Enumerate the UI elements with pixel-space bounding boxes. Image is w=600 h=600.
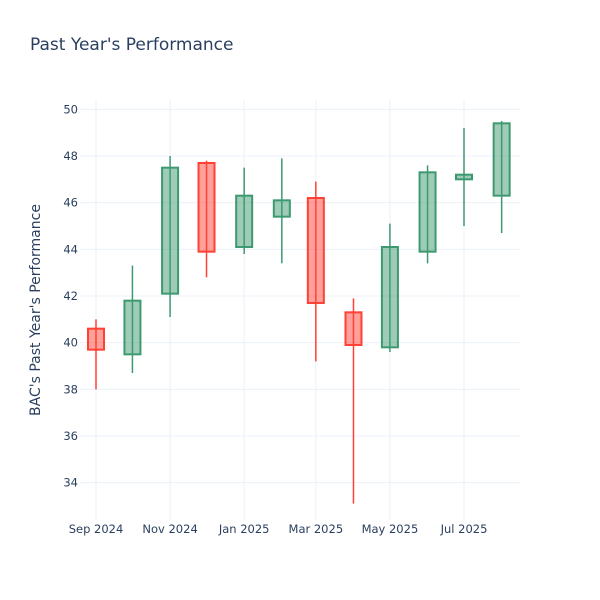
- candle-body: [272, 199, 291, 218]
- candle-body: [492, 122, 511, 197]
- x-tick-label: May 2025: [362, 522, 419, 536]
- y-tick-label: 50: [63, 102, 78, 116]
- y-axis-label: BAC's Past Year's Performance: [28, 204, 44, 416]
- chart-title: Past Year's Performance: [30, 35, 234, 55]
- candle-body: [380, 246, 399, 349]
- candle-increasing: [123, 265, 142, 373]
- x-tick-label: Mar 2025: [289, 522, 344, 536]
- candle-layer: [87, 121, 511, 504]
- candle-body: [455, 173, 473, 181]
- candle-increasing: [418, 165, 437, 264]
- candle-increasing: [455, 128, 473, 226]
- candle-body: [344, 311, 363, 347]
- candle-body: [306, 197, 325, 304]
- candle-increasing: [161, 156, 180, 317]
- y-tick-label: 34: [63, 476, 78, 490]
- y-tick-label: 38: [63, 382, 78, 396]
- candle-increasing: [235, 167, 254, 254]
- axis-layer: 34 36 38 40 42 44 46 48 50 Sep 2024 Nov 2024 Jan 20…: [63, 102, 487, 536]
- y-tick-label: 36: [63, 429, 78, 443]
- y-tick-label: 46: [63, 196, 78, 210]
- candle-body: [418, 171, 437, 253]
- candle-body: [87, 327, 105, 351]
- x-tick-label: Jul 2025: [440, 522, 488, 536]
- candle-body: [235, 194, 254, 249]
- grid-layer: [80, 100, 520, 520]
- candle-decreasing: [197, 160, 216, 278]
- y-tick-label: 48: [63, 149, 78, 163]
- x-tick-label: Sep 2024: [69, 522, 124, 536]
- candle-decreasing: [87, 319, 105, 390]
- candle-body: [197, 162, 216, 253]
- candle-decreasing: [306, 181, 325, 362]
- candle-body: [161, 166, 180, 295]
- x-tick-label: Jan 2025: [218, 522, 270, 536]
- y-tick-label: 44: [63, 242, 78, 256]
- y-tick-label: 42: [63, 289, 78, 303]
- candle-increasing: [272, 158, 291, 264]
- x-tick-label: Nov 2024: [142, 522, 197, 536]
- candle-decreasing: [344, 298, 363, 504]
- y-tick-label: 40: [63, 336, 78, 350]
- candle-increasing: [380, 223, 399, 352]
- candle-body: [123, 299, 142, 356]
- candle-increasing: [492, 121, 511, 233]
